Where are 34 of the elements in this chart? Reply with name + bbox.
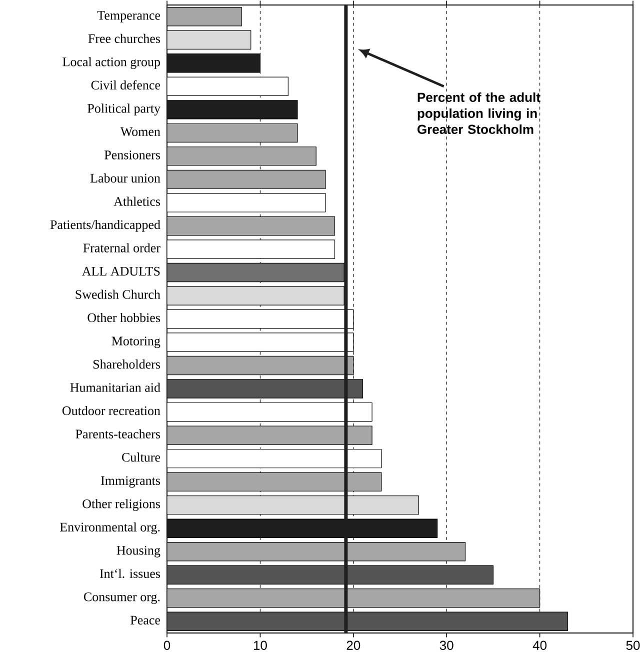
y-tick-label: Consumer org. xyxy=(84,592,160,604)
y-tick-label: ALL ADULTS xyxy=(82,266,160,276)
y-tick-label: Housing xyxy=(116,546,160,558)
y-tick-label: Immigrants xyxy=(101,476,160,488)
y-tick-label: Patients/handicapped xyxy=(50,220,160,232)
y-tick-label: Free churches xyxy=(88,34,160,44)
y-tick-label: Athletics xyxy=(114,196,160,206)
x-tick-label: 30 xyxy=(440,640,454,650)
ref-line-label: Percent of the adult population living in Greater Stockholm xyxy=(418,92,540,134)
y-tick-label: Fraternal order xyxy=(83,243,160,252)
y-tick-label: Labour union xyxy=(90,173,160,183)
y-tick-label: Outdoor recreation xyxy=(62,406,160,416)
y-tick-label: Pensioners xyxy=(104,150,160,160)
y-tick-label: Motoring xyxy=(112,336,160,348)
x-tick-label: 0 xyxy=(164,640,170,650)
x-tick-label: 40 xyxy=(532,640,547,650)
y-tick-label: Shareholders xyxy=(93,360,160,369)
y-tick-label: Other religions xyxy=(82,499,160,511)
y-tick-label: Temperance xyxy=(97,11,160,22)
y-tick-label: Political party xyxy=(88,104,160,116)
x-tick-label: 50 xyxy=(626,640,640,650)
y-tick-label: Culture xyxy=(122,452,160,462)
y-tick-label: Peace xyxy=(130,616,160,625)
y-tick-label: Humanitarian aid xyxy=(70,382,160,392)
y-tick-label: Civil defence xyxy=(91,80,160,90)
y-tick-label: Environmental org. xyxy=(60,522,160,534)
y-tick-label: Parents-teachers xyxy=(76,429,160,438)
x-tick-label: 10 xyxy=(254,640,267,650)
y-tick-label: Local action group xyxy=(62,57,160,69)
y-tick-label: Swedish Church xyxy=(76,290,160,299)
y-tick-label: Int‘l. issues xyxy=(100,568,160,578)
y-tick-label: Women xyxy=(120,127,160,136)
y-tick-label: Other hobbies xyxy=(88,312,160,322)
x-tick-label: 20 xyxy=(346,640,360,650)
